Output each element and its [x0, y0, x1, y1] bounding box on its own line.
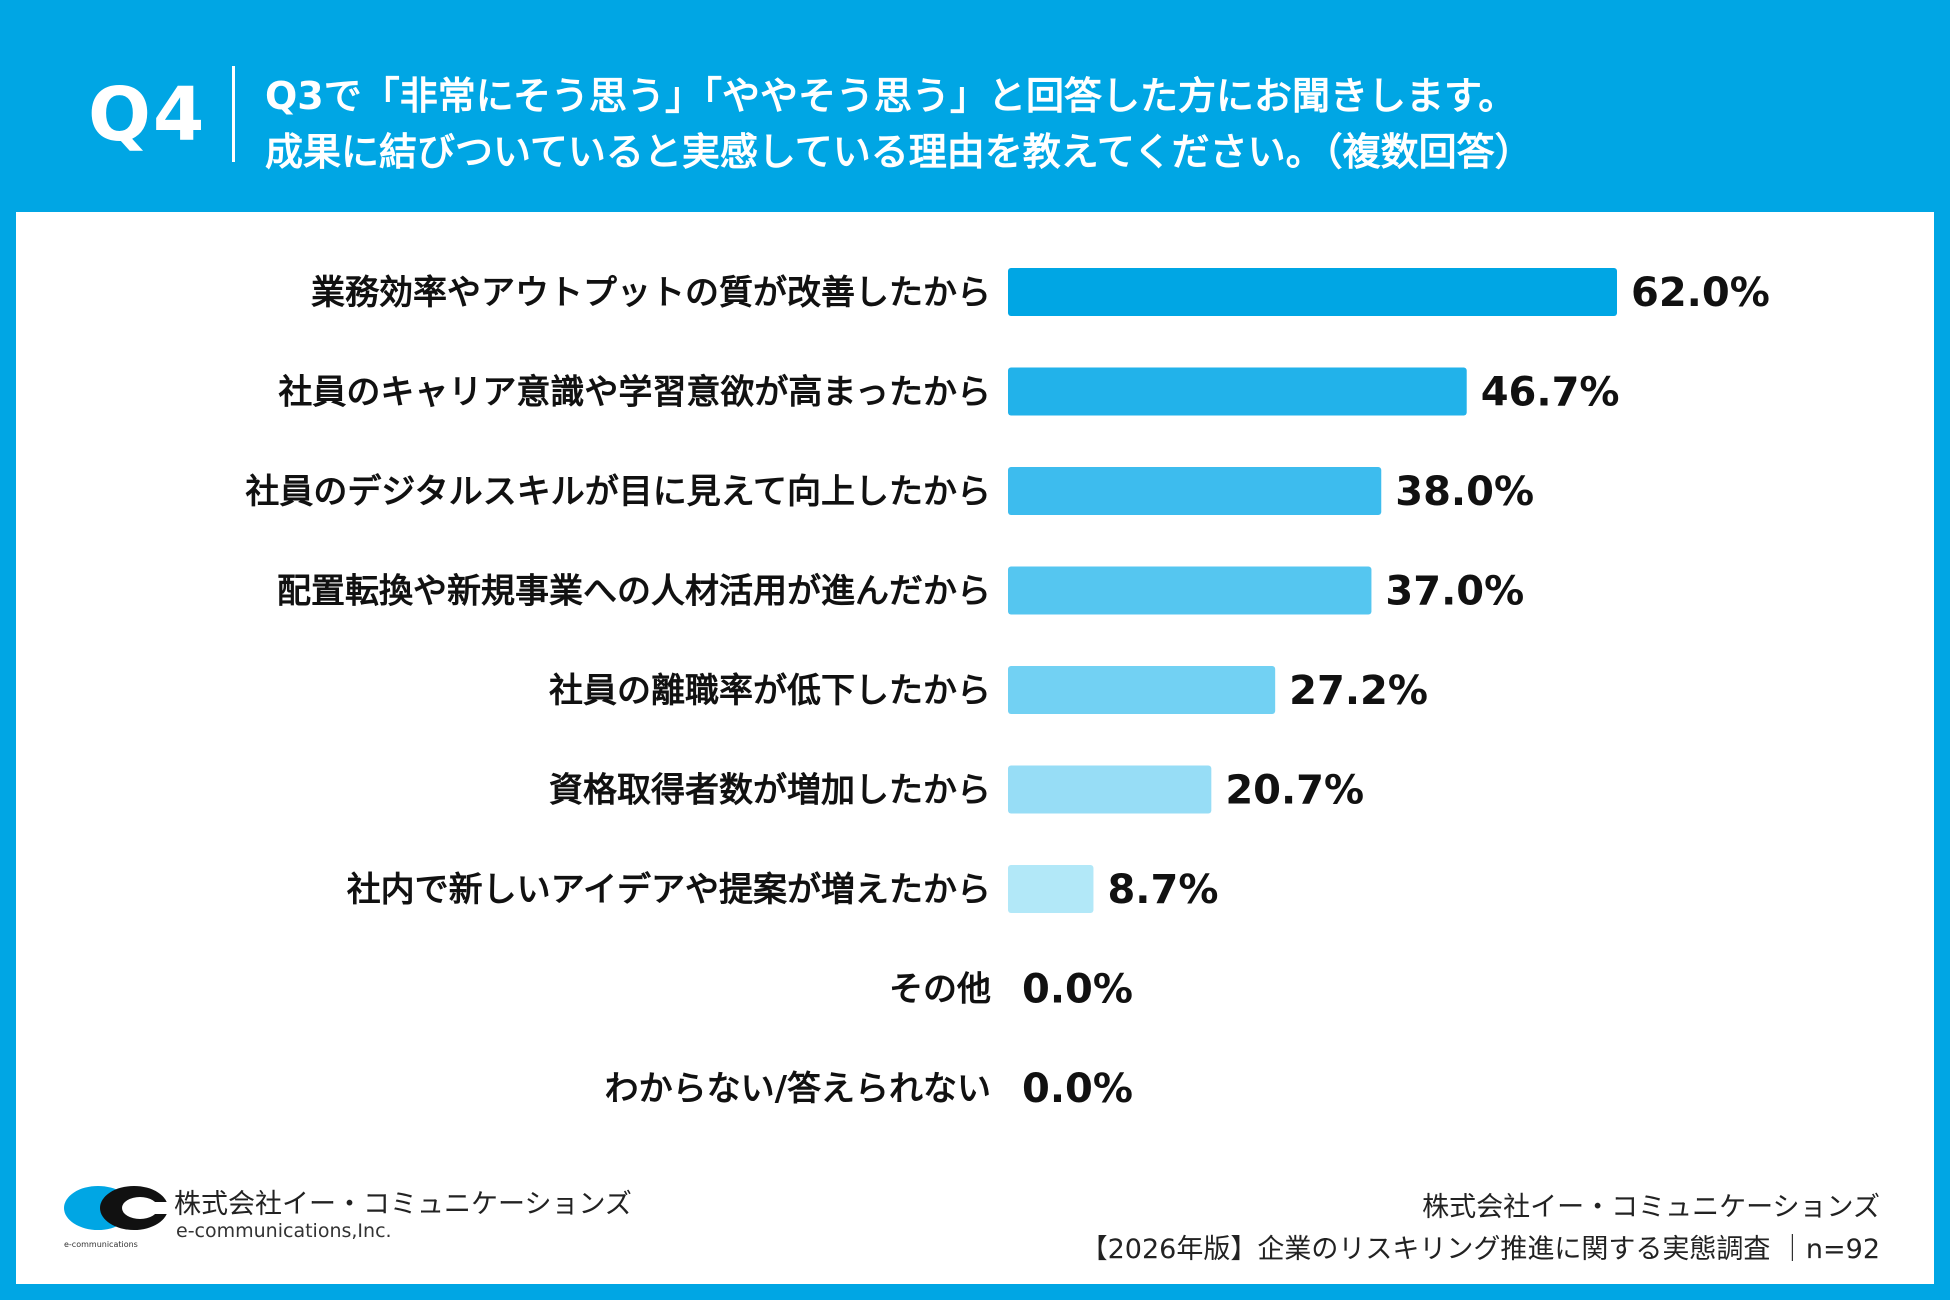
header-divider	[232, 66, 235, 162]
footer-survey: 【2026年版】企業のリスキリング推進に関する実態調査 ｜n=92	[1080, 1234, 1880, 1265]
bar	[1008, 268, 1617, 316]
footer: 株式会社イー・コミュニケーションズ 【2026年版】企業のリスキリング推進に関す…	[1081, 1187, 1880, 1271]
logo-name-en: e-communications,Inc.	[176, 1220, 392, 1242]
header: Q4 Q3で「非常にそう思う」「ややそう思う」と回答した方にお聞きします。 成果…	[0, 0, 1950, 210]
value-label: 37.0%	[1385, 569, 1524, 615]
category-label: 資格取得者数が増加したから	[549, 771, 991, 811]
logo-mark-icon	[64, 1186, 169, 1230]
company-logo: e-communications 株式会社イー・コミュニケーションズ e-com…	[64, 1180, 664, 1260]
value-label: 8.7%	[1107, 867, 1218, 913]
bar	[1008, 765, 1212, 814]
bar	[1008, 367, 1467, 416]
bar-chart: 業務効率やアウトプットの質が改善したから 62.0% 社員のキャリア意識や学習意欲が…	[245, 268, 1770, 1112]
value-label: 46.7%	[1481, 370, 1620, 416]
category-label: 業務効率やアウトプットの質が改善したから	[311, 273, 991, 313]
category-label: 社員のデジタルスキルが目に見えて向上したから	[245, 472, 991, 512]
question-number: Q4	[88, 72, 207, 158]
category-label: 社内で新しいアイデアや提案が増えたから	[347, 870, 991, 910]
category-label: 社員の離職率が低下したから	[549, 671, 991, 711]
chart-panel: 業務効率やアウトプットの質が改善したから 62.0% 社員のキャリア意識や学習意欲が…	[16, 212, 1934, 1284]
category-label: 社員のキャリア意識や学習意欲が高まったから	[278, 373, 991, 413]
category-label: 配置転換や新規事業への人材活用が進んだから	[277, 572, 991, 612]
value-label: 0.0%	[1022, 967, 1133, 1013]
bar	[1008, 666, 1276, 714]
value-label: 62.0%	[1631, 270, 1770, 316]
bar	[1008, 467, 1382, 515]
bar	[1008, 865, 1094, 913]
value-label: 0.0%	[1022, 1066, 1133, 1112]
logo-mark-text: e-communications	[64, 1240, 138, 1249]
value-label: 27.2%	[1289, 668, 1428, 714]
bar	[1008, 566, 1372, 615]
footer-company: 株式会社イー・コミュニケーションズ	[1422, 1192, 1880, 1223]
question-line-1: Q3で「非常にそう思う」「ややそう思う」と回答した方にお聞きします。	[265, 74, 1517, 118]
category-label: わからない/答えられない	[605, 1069, 991, 1109]
value-label: 20.7%	[1225, 768, 1364, 814]
value-label: 38.0%	[1395, 469, 1534, 515]
category-label: その他	[889, 970, 991, 1010]
logo-name-ja: 株式会社イー・コミュニケーションズ	[174, 1189, 632, 1220]
question-text: Q3で「非常にそう思う」「ややそう思う」と回答した方にお聞きします。 成果に結び…	[265, 68, 1533, 180]
question-line-2: 成果に結びついていると実感している理由を教えてください。（複数回答）	[265, 130, 1533, 174]
